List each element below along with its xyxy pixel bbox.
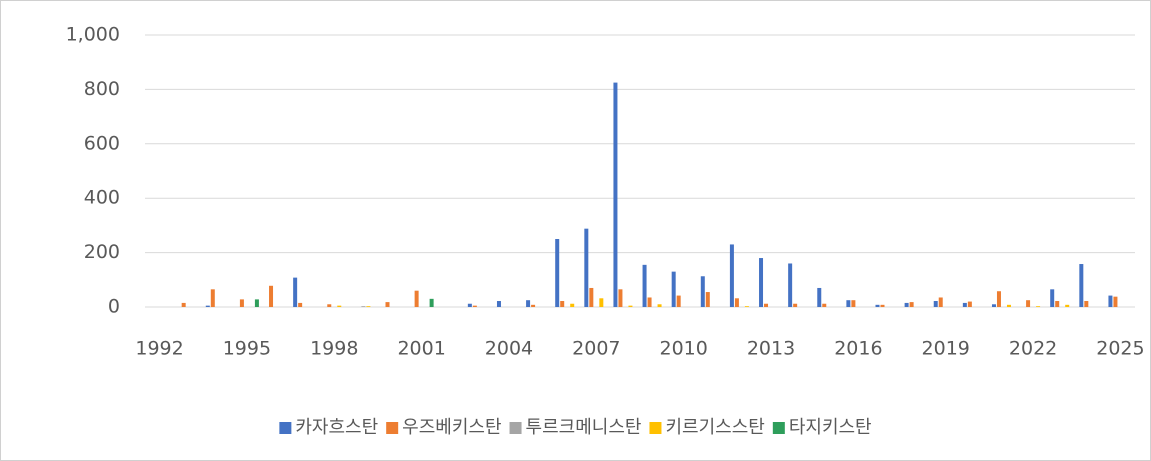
bar: [269, 285, 274, 307]
y-tick-label: 400: [84, 187, 120, 209]
bar: [589, 287, 594, 307]
x-tick-label: 2025: [1096, 338, 1144, 360]
bar: [996, 291, 1001, 307]
legend-label: 투르크메니스탄: [526, 417, 642, 438]
bar: [846, 300, 851, 307]
x-tick-label: 2022: [1009, 338, 1057, 360]
bar: [1050, 289, 1055, 307]
legend-label: 키르기스스탄: [665, 417, 764, 438]
legend-swatch: [279, 422, 292, 434]
bar: [1108, 295, 1113, 307]
bar: [822, 303, 827, 307]
bar: [788, 263, 793, 307]
bar: [613, 82, 618, 307]
bar: [628, 305, 633, 307]
bar: [676, 295, 681, 307]
bar: [181, 302, 186, 307]
bar: [599, 298, 604, 307]
bar: [293, 277, 298, 307]
bar: [1036, 306, 1041, 307]
x-tick-label: 2019: [922, 338, 970, 360]
x-tick-label: 2010: [659, 338, 707, 360]
bar: [764, 303, 769, 307]
y-tick-label: 800: [84, 78, 120, 100]
bar: [210, 289, 215, 307]
legend-label: 우즈베키스탄: [402, 417, 501, 438]
x-tick-label: 1998: [310, 338, 358, 360]
x-tick-label: 1992: [135, 338, 183, 360]
y-tick-label: 0: [108, 296, 120, 318]
bar: [1079, 264, 1084, 307]
bar: [298, 302, 303, 307]
bar: [467, 303, 472, 307]
legend-label: 카자흐스탄: [295, 417, 378, 438]
bar: [327, 304, 332, 307]
bar: [904, 302, 909, 307]
bar: [239, 299, 244, 307]
bar: [584, 228, 589, 307]
bar: [759, 258, 764, 307]
bar: [1026, 300, 1031, 307]
legend-swatch: [386, 422, 399, 434]
bar: [555, 239, 560, 307]
x-tick-label: 2013: [747, 338, 795, 360]
x-tick-label: 2004: [485, 338, 533, 360]
bar: [1065, 304, 1070, 307]
bar: [1006, 304, 1011, 307]
x-tick-label: 1995: [223, 338, 271, 360]
y-tick-label: 200: [84, 241, 120, 263]
bar: [414, 290, 419, 307]
bar: [337, 305, 342, 307]
bar: [744, 306, 749, 307]
bar: [618, 289, 623, 307]
bar: [817, 287, 822, 307]
bar: [361, 306, 366, 307]
bar: [991, 304, 996, 307]
bar: [531, 304, 536, 307]
bar: [647, 297, 652, 307]
bar: [366, 306, 371, 307]
legend: 카자흐스탄 우즈베키스탄 투르크메니스탄 키르기스스탄 타지키스탄: [279, 417, 872, 438]
bar: [851, 300, 856, 307]
bar: [1055, 301, 1060, 307]
bar: [642, 264, 647, 307]
bar: [933, 301, 938, 307]
legend-swatch: [649, 422, 662, 434]
bar: [570, 303, 575, 307]
x-tick-label: 2016: [834, 338, 882, 360]
bar: [1113, 296, 1118, 307]
bar: [909, 302, 914, 307]
bar: [526, 300, 531, 307]
bar: [205, 305, 210, 307]
bar: [1084, 301, 1089, 307]
bar: [705, 292, 710, 307]
bar: [875, 304, 880, 307]
bar: [496, 301, 501, 307]
bar: [385, 302, 390, 307]
legend-swatch: [772, 422, 785, 434]
x-tick-label: 2001: [397, 338, 445, 360]
x-tick-label: 2007: [572, 338, 620, 360]
y-tick-label: 600: [84, 132, 120, 154]
bar: [880, 304, 885, 307]
bar: [729, 244, 734, 307]
y-tick-label: 1,000: [66, 24, 120, 46]
bar: [560, 301, 565, 307]
bar: [962, 302, 967, 307]
legend-swatch: [509, 422, 522, 434]
bar: [671, 271, 676, 307]
bar: [429, 298, 434, 307]
bar: [657, 304, 662, 307]
bar: [793, 303, 798, 307]
bar: [734, 298, 739, 307]
bar: [472, 305, 477, 307]
bar: [700, 276, 705, 307]
bar: [938, 297, 943, 307]
legend-label: 타지키스탄: [789, 417, 872, 438]
bar: [254, 299, 259, 307]
bar: [967, 301, 972, 307]
